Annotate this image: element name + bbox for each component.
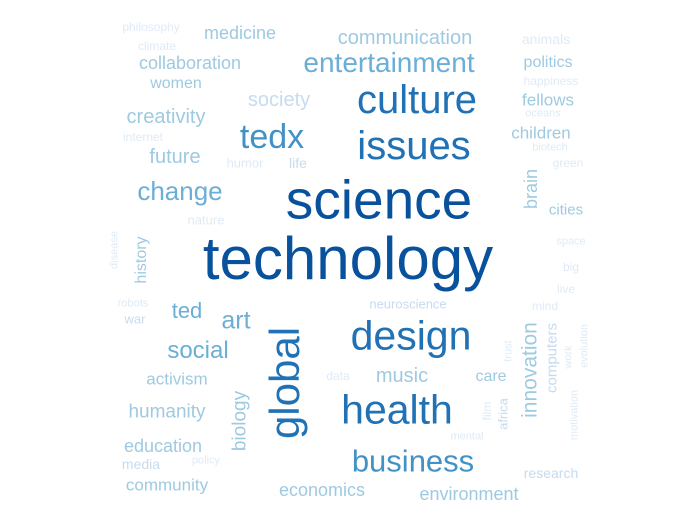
word-animals: animals [521, 31, 571, 47]
word-motivation: motivation [568, 389, 581, 441]
word-ted: ted [171, 298, 203, 323]
word-philosophy: philosophy [122, 20, 180, 34]
word-space: space [556, 235, 586, 248]
word-art: art [221, 306, 251, 335]
word-change: change [137, 176, 223, 206]
word-humor: humor [226, 155, 264, 171]
word-big: big [562, 260, 580, 274]
word-robots: robots [117, 297, 149, 310]
word-community: community [125, 475, 209, 495]
word-entertainment: entertainment [303, 47, 475, 78]
word-future: future [149, 146, 201, 168]
word-education: education [123, 436, 203, 456]
word-society: society [247, 89, 311, 111]
word-oceans: oceans [525, 107, 561, 120]
word-live: live [556, 282, 576, 296]
word-life: life [289, 155, 307, 171]
word-nature: nature [187, 212, 225, 228]
word-music: music [375, 365, 429, 387]
word-cities: cities [548, 201, 584, 219]
word-mental: mental [450, 430, 484, 443]
word-tedx: tedx [239, 118, 305, 156]
word-data: data [326, 369, 350, 383]
word-internet: internet [122, 130, 164, 144]
word-green: green [552, 156, 584, 170]
word-design: design [350, 312, 472, 359]
word-social: social [167, 337, 229, 364]
word-children: children [511, 123, 571, 143]
word-neuroscience: neuroscience [369, 296, 447, 312]
word-technology: technology [202, 225, 494, 292]
word-computers: computers [543, 322, 561, 394]
word-issues: issues [357, 124, 471, 168]
word-global: global [261, 326, 308, 440]
word-policy: policy [191, 454, 221, 467]
word-politics: politics [523, 54, 573, 71]
word-brain: brain [521, 168, 541, 210]
word-business: business [351, 443, 475, 479]
word-disease: disease [108, 231, 121, 269]
word-collaboration: collaboration [138, 53, 242, 73]
word-care: care [475, 368, 507, 385]
word-biotech: biotech [532, 141, 568, 154]
word-innovation: innovation [518, 322, 542, 418]
word-history: history [133, 236, 150, 284]
word-africa: africa [495, 398, 511, 430]
word-humanity: humanity [128, 401, 206, 423]
word-economics: economics [278, 480, 366, 500]
word-film: film [480, 401, 494, 421]
word-war: war [124, 311, 146, 327]
word-trust: trust [502, 340, 515, 362]
word-women: women [150, 75, 202, 92]
word-science: science [285, 168, 473, 231]
word-health: health [341, 386, 453, 433]
word-biology: biology [229, 390, 251, 452]
word-research: research [523, 465, 579, 481]
word-work: work [562, 345, 575, 369]
word-mind: mind [531, 299, 559, 313]
word-climate: climate [137, 39, 177, 53]
word-medicine: medicine [203, 23, 277, 43]
word-fellows: fellows [522, 90, 574, 110]
word-environment: environment [419, 484, 519, 504]
word-communication: communication [337, 27, 473, 49]
word-evolution: evolution [578, 323, 591, 369]
word-creativity: creativity [126, 106, 206, 128]
word-media: media [121, 456, 161, 472]
word-culture: culture [356, 78, 478, 122]
word-happiness: happiness [523, 74, 579, 88]
word-activism: activism [146, 369, 208, 389]
